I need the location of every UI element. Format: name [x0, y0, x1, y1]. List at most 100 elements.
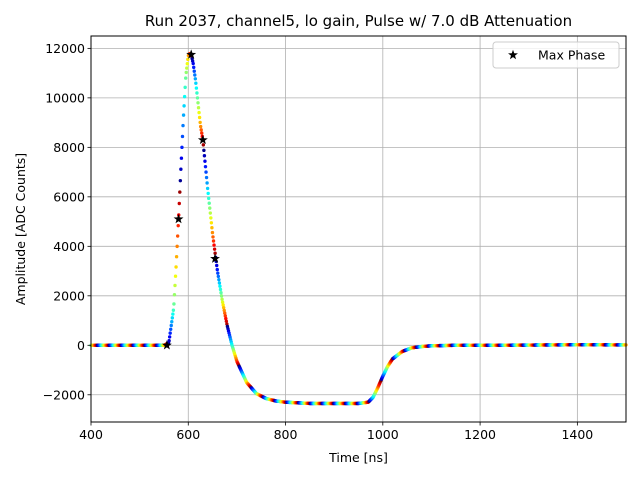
pulse-point: [175, 244, 179, 249]
pulse-point: [184, 76, 188, 80]
max-phase-star: [173, 213, 184, 224]
y-tick-label: 2000: [53, 288, 85, 303]
plot-frame: [90, 35, 627, 423]
pulse-point: [168, 331, 172, 335]
pulse-point: [180, 145, 184, 150]
pulse-point: [181, 113, 186, 117]
pulse-point: [194, 86, 199, 90]
pulse-point: [215, 263, 219, 268]
pulse-point: [207, 196, 211, 201]
y-tick-label: 12000: [45, 41, 85, 56]
pulse-point: [209, 216, 213, 220]
x-tick-label: 400: [79, 427, 103, 442]
pulse-point: [169, 327, 173, 332]
y-tick-label: −2000: [43, 387, 85, 402]
plot-area-background: [91, 36, 626, 422]
pulse-point: [210, 226, 214, 230]
x-tick-label: 600: [176, 427, 200, 442]
pulse-point: [197, 110, 201, 115]
pulse-point: [215, 267, 219, 272]
pulse-point: [222, 308, 226, 313]
pulse-point: [208, 206, 212, 210]
x-tick-label: 1200: [464, 427, 496, 442]
y-tick-label: 6000: [53, 189, 85, 204]
pulse-point: [197, 115, 202, 120]
pulse-points: [89, 51, 628, 406]
pulse-point: [205, 186, 210, 191]
pulse-point: [211, 239, 216, 243]
pulse-point: [192, 65, 196, 70]
pulse-point: [203, 159, 207, 163]
pulse-point: [178, 190, 182, 194]
pulse-point: [203, 164, 208, 169]
x-tick-label: 1000: [367, 427, 399, 442]
pulse-point: [193, 77, 198, 81]
pulse-point: [191, 61, 195, 66]
pulse-point: [180, 134, 185, 139]
legend-label-max-phase: Max Phase: [538, 48, 605, 63]
pulse-point: [194, 81, 198, 85]
pulse-point: [176, 223, 180, 228]
max-phase-markers: [161, 49, 220, 350]
pulse-point: [178, 178, 183, 183]
pulse-point: [174, 255, 179, 259]
pulse-point: [212, 247, 217, 251]
pulse-point: [224, 319, 229, 323]
pulse-point: [172, 293, 177, 297]
pulse-point: [175, 234, 180, 238]
x-tick-label: 1400: [561, 427, 593, 442]
pulse-point: [184, 70, 188, 75]
y-tick-label: 8000: [53, 140, 85, 155]
pulse-point: [167, 339, 171, 343]
pulse-point: [217, 281, 222, 285]
pulse-point: [220, 297, 224, 301]
pulse-point: [219, 294, 224, 298]
pulse-point: [211, 235, 215, 239]
pulse-point: [199, 128, 203, 132]
pulse-point: [216, 274, 221, 279]
pulse-point: [219, 291, 223, 295]
legend: Max Phase: [492, 41, 620, 69]
pulse-point: [170, 319, 174, 324]
pulse-point: [171, 312, 175, 316]
pulse-point: [202, 148, 206, 153]
pulse-point: [173, 283, 177, 288]
pulse-point: [193, 73, 197, 77]
pulse-point: [198, 120, 202, 125]
pulse-point: [196, 101, 200, 105]
pulse-point: [170, 316, 175, 320]
pulse-point: [207, 201, 211, 205]
y-axis-label: Amplitude [ADC Counts]: [13, 153, 28, 305]
pulse-point: [186, 57, 190, 62]
pulse-point: [220, 300, 225, 304]
pulse-point: [223, 311, 227, 315]
pulse-point: [198, 124, 203, 129]
pulse-point: [217, 277, 221, 282]
pulse-point: [177, 201, 181, 206]
pulse-point: [201, 143, 206, 147]
pulse-point: [183, 85, 187, 90]
pulse-point: [182, 104, 186, 108]
legend-star-icon: [508, 49, 518, 60]
pulse-point: [204, 170, 208, 174]
pulse-point: [171, 308, 176, 312]
pulse-point: [210, 230, 215, 235]
pulse-point: [205, 181, 209, 185]
pulse-point: [218, 284, 222, 288]
max-phase-star: [197, 134, 208, 145]
pulse-point: [221, 303, 225, 307]
pulse-point: [182, 94, 187, 99]
pulse-point: [206, 191, 210, 196]
pulse-point: [196, 106, 201, 110]
y-tick-label: 4000: [53, 239, 85, 254]
max-phase-star: [186, 49, 197, 59]
pulse-point: [179, 167, 183, 171]
max-phase-star: [210, 253, 220, 263]
pulse-point: [192, 69, 196, 73]
x-tick-label: 800: [274, 427, 298, 442]
pulse-point: [218, 287, 223, 292]
pulse-point: [185, 66, 189, 70]
pulse-point: [212, 243, 216, 247]
